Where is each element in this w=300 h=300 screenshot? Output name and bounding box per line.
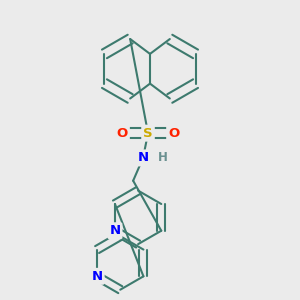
Text: N: N (137, 152, 148, 164)
Text: N: N (92, 270, 103, 283)
Text: O: O (117, 127, 128, 140)
Text: N: N (110, 224, 121, 237)
Text: S: S (143, 127, 153, 140)
Text: O: O (168, 127, 179, 140)
Text: H: H (158, 152, 168, 164)
